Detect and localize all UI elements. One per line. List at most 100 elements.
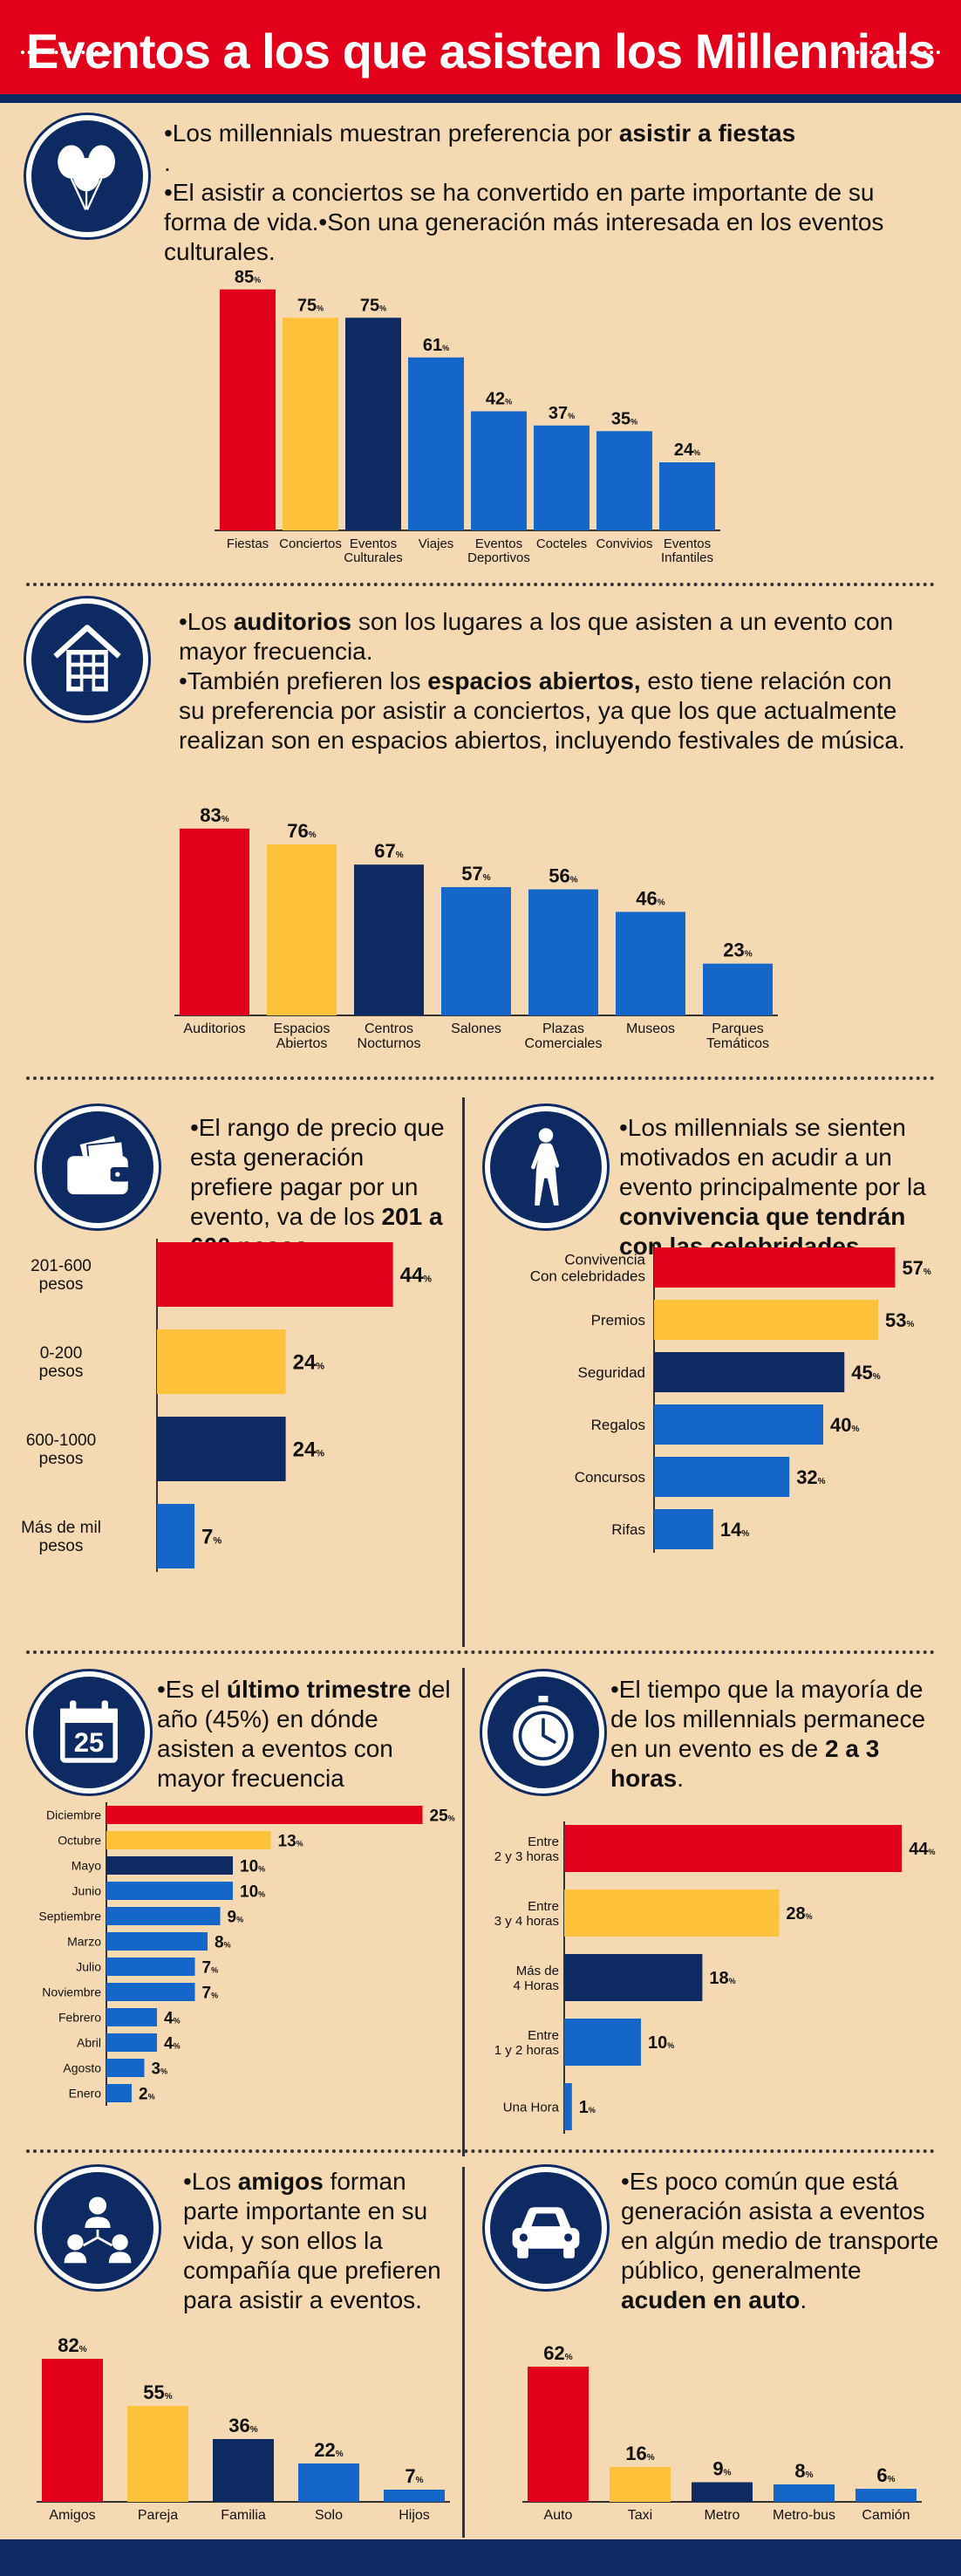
data-label: 83% <box>200 804 228 826</box>
bar <box>106 1856 233 1875</box>
category-label: 1 y 2 horas <box>494 2043 559 2058</box>
text-segment: son los lugares a los que asisten a un e… <box>179 608 894 665</box>
data-label: 85% <box>235 268 261 287</box>
data-label: 45% <box>851 1362 880 1384</box>
value-unit: % <box>483 873 491 883</box>
data-label: 23% <box>723 940 752 961</box>
value-unit: % <box>213 1536 222 1547</box>
text-segment: •El rango de precio que esta generación … <box>190 1114 445 1230</box>
category-label: Octubre <box>58 1833 101 1847</box>
text-segment: último trimestre <box>226 1676 412 1703</box>
banner-dots-left <box>21 51 119 54</box>
bar <box>528 889 598 1015</box>
data-label: 75% <box>360 296 386 315</box>
data-label: 10% <box>240 1882 265 1901</box>
category-label: pesos <box>39 1275 84 1294</box>
value-unit: % <box>505 398 512 407</box>
bar <box>774 2484 835 2502</box>
data-label: 1% <box>579 2098 596 2117</box>
bar <box>213 2439 274 2502</box>
data-label: 3% <box>152 2060 168 2078</box>
data-label: 7% <box>202 1958 219 1977</box>
bar <box>564 2019 641 2066</box>
text-segment: amigos <box>237 2168 324 2195</box>
data-label: 6% <box>876 2464 895 2486</box>
text-segment: •También prefieren los <box>179 667 428 694</box>
value-unit: % <box>148 2092 155 2101</box>
value-unit: % <box>658 898 665 907</box>
column-divider <box>462 2167 465 2538</box>
value-unit: % <box>316 1362 324 1372</box>
data-label: 56% <box>549 865 577 887</box>
data-label: 7% <box>405 2465 423 2487</box>
data-label: 16% <box>625 2443 654 2464</box>
section4-text: •Los millennials se sienten motivados en… <box>619 1113 955 1261</box>
category-label: Más de <box>516 1964 559 1978</box>
category-label: Viajes <box>419 536 454 551</box>
footer-bar <box>0 2539 961 2576</box>
data-label: 28% <box>786 1904 812 1923</box>
value-unit: % <box>250 2425 258 2435</box>
bar <box>354 864 424 1015</box>
category-label: Una Hora <box>503 2100 560 2115</box>
data-label: 7% <box>201 1526 222 1549</box>
text-segment: esto tiene relación con su preferencia p… <box>179 667 905 754</box>
value-unit: % <box>568 412 575 420</box>
text-segment: . <box>677 1765 685 1792</box>
category-label: Seguridad <box>577 1364 645 1381</box>
text-segment: •Los millennials se sienten motivados en… <box>619 1114 926 1200</box>
value-unit: % <box>296 1839 303 1848</box>
data-label: 36% <box>228 2415 257 2436</box>
category-label: Julio <box>76 1959 101 1973</box>
text-segment: forman parte importante en su vida, y so… <box>183 2168 441 2313</box>
category-label: Convivios <box>596 536 652 551</box>
text-segment: •Es el <box>157 1676 227 1703</box>
bar <box>106 1958 195 1976</box>
bar <box>654 1300 879 1340</box>
bar <box>106 2008 157 2026</box>
balloons-icon <box>26 115 148 237</box>
value-unit: % <box>888 2475 896 2484</box>
bar <box>528 2367 589 2502</box>
text-segment: •El asistir a conciertos se ha convertid… <box>164 179 875 236</box>
data-label: 13% <box>278 1832 303 1850</box>
data-label: 46% <box>636 887 665 909</box>
value-unit: % <box>570 876 578 885</box>
bar <box>564 1825 903 1872</box>
bar <box>42 2359 103 2502</box>
value-unit: % <box>222 815 229 824</box>
bar <box>654 1404 823 1445</box>
category-label: Deportivos <box>467 550 530 565</box>
category-label: Espacios <box>274 1022 331 1036</box>
category-label: Concursos <box>575 1469 645 1486</box>
category-label: Entre <box>528 1899 559 1914</box>
category-label: Entre <box>528 2028 559 2043</box>
bar <box>345 318 401 530</box>
category-label: Conciertos <box>279 536 342 551</box>
category-label: Plazas <box>542 1022 584 1036</box>
category-label: Noviembre <box>42 1985 101 1999</box>
divider <box>26 1076 935 1080</box>
section2-text: •Los auditorios son los lugares a los qu… <box>179 607 911 755</box>
data-label: 57% <box>902 1257 930 1279</box>
category-label: Taxi <box>628 2508 652 2523</box>
value-unit: % <box>174 2041 181 2050</box>
title-banner: Eventos a los que asisten los Millennial… <box>0 0 961 103</box>
text-segment: •El tiempo que la mayoría de de los mill… <box>610 1676 926 1762</box>
data-label: 62% <box>543 2342 572 2364</box>
bar <box>855 2489 917 2502</box>
calendar-day: 25 <box>74 1727 105 1758</box>
value-unit: % <box>423 1274 432 1285</box>
value-unit: % <box>448 1814 455 1822</box>
data-label: 42% <box>486 390 512 409</box>
category-label: Infantiles <box>661 550 713 565</box>
value-unit: % <box>745 950 753 960</box>
title-underline <box>0 94 961 103</box>
text-segment: •Los millennials muestran preferencia po… <box>164 120 619 147</box>
clock-icon <box>482 1671 604 1794</box>
data-label: 2% <box>139 2085 155 2103</box>
category-label: Abiertos <box>276 1036 328 1051</box>
bar <box>596 431 652 530</box>
